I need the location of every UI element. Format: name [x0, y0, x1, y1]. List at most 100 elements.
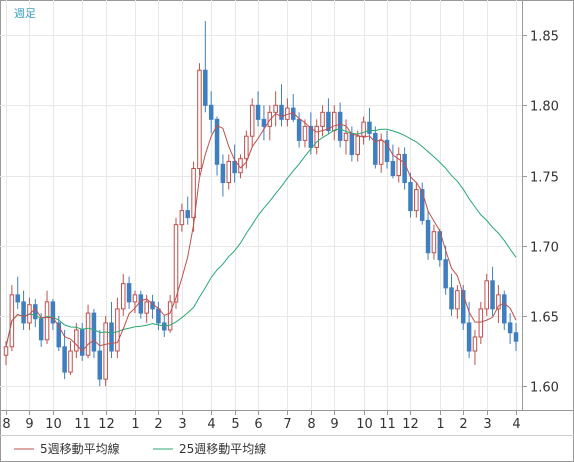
x-tick-label: 1: [131, 417, 139, 432]
candle: [249, 98, 255, 148]
x-axis-ticks: 8 9 10 11 12 1 2 3 4 5 6 7 8 9 10 11 12 1 2 3 4: [2, 410, 521, 432]
candle: [97, 329, 103, 387]
candle-body: [302, 125, 308, 141]
candle-body: [513, 332, 519, 342]
candle: [126, 276, 132, 309]
candle: [74, 322, 79, 359]
y-tick-label: 1.65: [530, 311, 559, 326]
candle-body: [62, 346, 67, 373]
candle-body: [79, 329, 85, 356]
x-tick-label: 6: [254, 417, 262, 432]
candle-body: [214, 118, 220, 165]
candle: [390, 144, 396, 179]
candle-body: [255, 104, 261, 120]
candle-body: [85, 312, 91, 356]
candle-body: [97, 350, 103, 380]
y-tick-label: 1.75: [530, 171, 559, 186]
candle-body: [203, 69, 208, 106]
candle: [337, 102, 343, 148]
candle: [449, 273, 454, 316]
candle: [314, 119, 319, 155]
x-tick-label: 8: [307, 417, 315, 432]
candle-body: [402, 153, 407, 184]
candle-body: [220, 163, 226, 184]
candle-body: [384, 139, 390, 162]
candle: [414, 182, 419, 218]
candle: [378, 133, 384, 173]
candle-body: [361, 121, 366, 137]
x-tick-label: 2: [459, 417, 467, 432]
candle-body: [373, 132, 378, 165]
x-tick-label: 2: [154, 417, 162, 432]
candle-body: [390, 160, 396, 177]
candle: [273, 91, 278, 127]
candle: [21, 290, 26, 330]
candle: [261, 105, 267, 141]
candle-body: [91, 312, 97, 352]
candle: [191, 161, 196, 232]
candle: [103, 315, 108, 387]
candle-body: [44, 301, 50, 341]
candle-body: [109, 322, 114, 352]
candle-body: [466, 322, 472, 352]
candle-body: [349, 132, 355, 155]
candle-body: [455, 290, 460, 310]
candle: [255, 91, 261, 127]
candle: [431, 224, 437, 260]
candle-body: [208, 104, 214, 120]
x-tick-label: 9: [25, 417, 33, 432]
candle: [484, 273, 489, 316]
candle-body: [191, 167, 196, 219]
candle-body: [279, 104, 284, 120]
candle-body: [425, 219, 431, 254]
candle-body: [343, 132, 349, 141]
candle-body: [484, 280, 489, 310]
candle-body: [132, 294, 138, 303]
x-tick-label: 7: [283, 417, 291, 432]
candle-body: [179, 210, 185, 226]
candle-body: [507, 322, 513, 334]
candle-body: [185, 210, 190, 219]
candle-body: [249, 104, 255, 137]
candle: [120, 273, 126, 316]
candle: [15, 276, 20, 309]
legend-ma5-label: 5週移動平均線: [40, 441, 120, 456]
candle: [490, 266, 495, 316]
candle-body: [244, 135, 249, 160]
x-tick-label: 11: [379, 417, 396, 432]
x-tick-label: 5: [231, 417, 239, 432]
candle: [138, 290, 144, 319]
x-tick-label: 11: [74, 417, 91, 432]
y-axis-ticks: 1.60 1.65 1.70 1.75 1.80 1.85: [522, 30, 559, 396]
candle-body: [490, 280, 495, 310]
candle: [62, 329, 67, 380]
candle: [425, 210, 431, 260]
candle-body: [496, 294, 501, 310]
x-tick-label: 8: [2, 417, 10, 432]
x-tick-label: 12: [98, 417, 115, 432]
candle-body: [21, 301, 26, 324]
candle: [68, 341, 73, 375]
x-tick-label: 10: [356, 417, 373, 432]
candle: [513, 322, 519, 352]
candle: [343, 119, 349, 155]
candle: [396, 147, 402, 183]
candle: [132, 290, 138, 314]
x-tick-label: 1: [436, 417, 444, 432]
candle-body: [156, 308, 161, 324]
candle-body: [367, 121, 372, 134]
candle-body: [197, 69, 202, 169]
candle: [455, 285, 460, 319]
candle: [472, 329, 478, 366]
candle: [367, 108, 372, 141]
candle-body: [144, 301, 149, 314]
x-tick-label: 10: [45, 417, 62, 432]
candle: [402, 147, 407, 190]
candle: [173, 217, 179, 309]
candle-body: [232, 160, 237, 174]
x-tick-label: 4: [207, 417, 215, 432]
y-tick-label: 1.80: [530, 100, 559, 115]
candle: [384, 130, 390, 169]
candle-body: [449, 287, 454, 310]
candle: [208, 91, 214, 134]
